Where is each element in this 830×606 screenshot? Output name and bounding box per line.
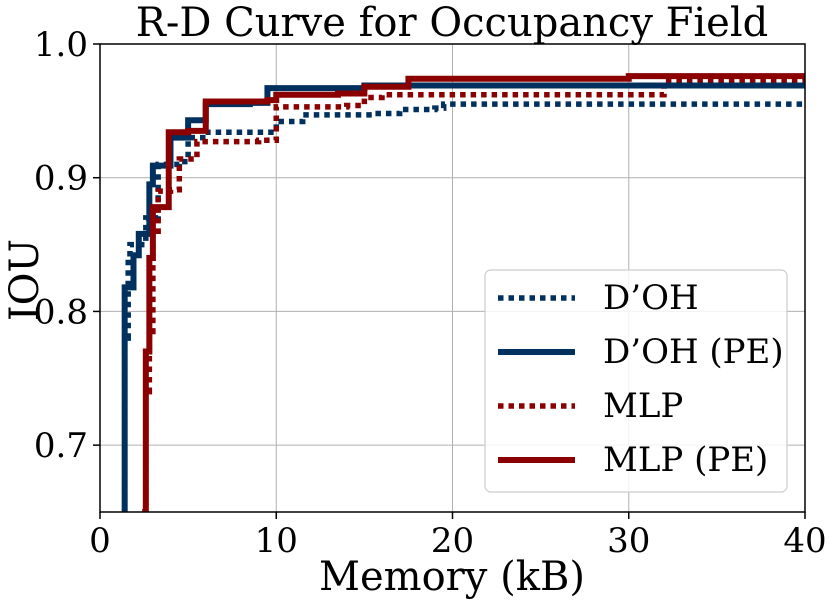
legend-label: MLP (PE)	[603, 440, 768, 480]
y-tick-label: 0.7	[34, 426, 88, 466]
y-axis-label: IOU	[2, 239, 48, 321]
x-tick-label: 10	[255, 521, 298, 561]
legend-label: D’OH	[603, 278, 699, 318]
series-line-mlp-pe	[142, 73, 805, 512]
legend: D’OH D’OH (PE) MLP MLP (PE)	[484, 269, 788, 493]
x-tick-label: 30	[607, 521, 650, 561]
series-layer	[121, 73, 805, 512]
x-tick-label: 20	[431, 521, 474, 561]
x-axis-label: Memory (kB)	[319, 554, 585, 600]
legend-label: D’OH (PE)	[603, 332, 784, 372]
legend-label: MLP	[603, 386, 683, 426]
y-tick-label: 1.0	[34, 25, 88, 65]
legend-box	[484, 269, 788, 493]
chart-title: R-D Curve for Occupancy Field	[136, 0, 769, 46]
y-tick-label: 0.8	[34, 292, 88, 332]
axis-ticks: 0 10 20 30 40 0.7 0.8 0.9 1.0	[34, 25, 827, 561]
x-tick-label: 40	[783, 521, 826, 561]
series-line-d-oh	[121, 101, 805, 512]
y-tick-label: 0.9	[34, 159, 88, 199]
x-tick-label: 0	[89, 521, 111, 561]
